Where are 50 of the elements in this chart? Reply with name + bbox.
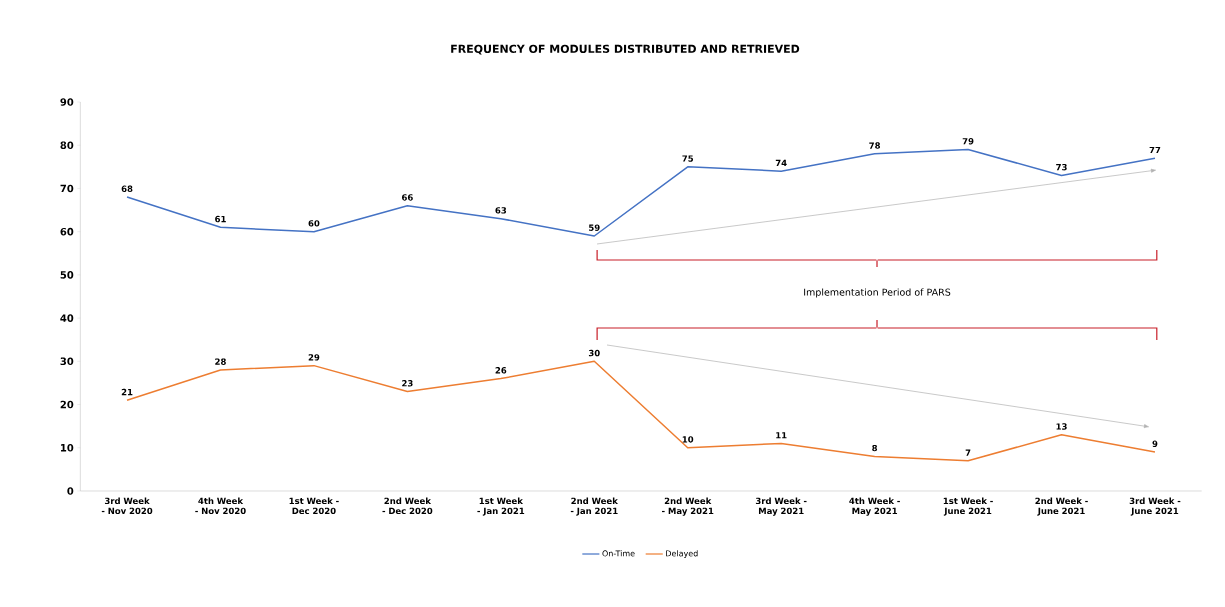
- x-tick-label: 1st Week - June 2021: [943, 497, 993, 516]
- data-label: 29: [308, 354, 320, 361]
- data-label: 79: [962, 138, 974, 145]
- data-label: 21: [121, 388, 133, 396]
- x-tick-label: 1st Week - Dec 2020: [289, 497, 339, 515]
- y-tick-label: 70: [60, 184, 74, 193]
- data-label: 26: [495, 367, 507, 374]
- y-tick-label: 10: [60, 443, 74, 452]
- data-label: 75: [682, 155, 694, 162]
- data-label: 73: [1056, 163, 1067, 171]
- x-tick-label: 3rd Week - Nov 2020: [101, 497, 153, 515]
- x-tick-label: 1st Week - Jan 2021: [477, 497, 525, 516]
- data-label: 28: [215, 358, 226, 365]
- y-tick-label: 30: [60, 357, 74, 366]
- legend-label: Delayed: [666, 550, 698, 558]
- data-label: 60: [308, 220, 320, 227]
- data-label: 63: [495, 207, 507, 214]
- data-label: 30: [588, 349, 600, 357]
- data-label: 59: [589, 224, 600, 231]
- x-tick-label: 3rd Week - June 2021: [1129, 497, 1181, 516]
- y-tick-label: 90: [60, 98, 74, 106]
- x-tick-label: 4th Week - May 2021: [849, 497, 900, 516]
- y-tick-label: 40: [60, 314, 74, 322]
- y-tick-label: 50: [60, 271, 74, 279]
- data-label: 61: [215, 215, 226, 223]
- data-label: 10: [682, 436, 694, 443]
- legend-label: On-Time: [602, 550, 635, 557]
- data-label: 77: [1149, 146, 1161, 154]
- chart-title: FREQUENCY OF MODULES DISTRIBUTED AND RETRIEVED: [451, 44, 800, 55]
- x-tick-label: 4th Week - Nov 2020: [195, 497, 246, 515]
- data-label: 8: [872, 444, 878, 452]
- x-tick-label: 2nd Week - May 2021: [662, 497, 714, 516]
- y-tick-label: 80: [60, 141, 74, 149]
- x-tick-label: 2nd Week - June 2021: [1035, 497, 1088, 516]
- data-label: 74: [775, 159, 787, 167]
- y-tick-label: 60: [60, 227, 74, 236]
- x-tick-label: 3rd Week - May 2021: [755, 497, 807, 516]
- data-label: 13: [1056, 423, 1067, 430]
- data-label: 7: [965, 449, 971, 456]
- x-tick-label: 2nd Week - Jan 2021: [570, 497, 619, 516]
- data-label: 78: [869, 142, 881, 149]
- x-tick-label: 2nd Week - Dec 2020: [382, 497, 433, 515]
- data-label: 9: [1152, 440, 1158, 448]
- data-label: 23: [402, 380, 413, 387]
- y-tick-label: 0: [67, 487, 74, 495]
- y-tick-label: 20: [60, 400, 74, 409]
- data-label: 68: [121, 185, 133, 192]
- data-label: 11: [776, 432, 787, 439]
- data-label: 66: [402, 194, 413, 201]
- annotation: Implementation Period of PARS: [804, 288, 951, 298]
